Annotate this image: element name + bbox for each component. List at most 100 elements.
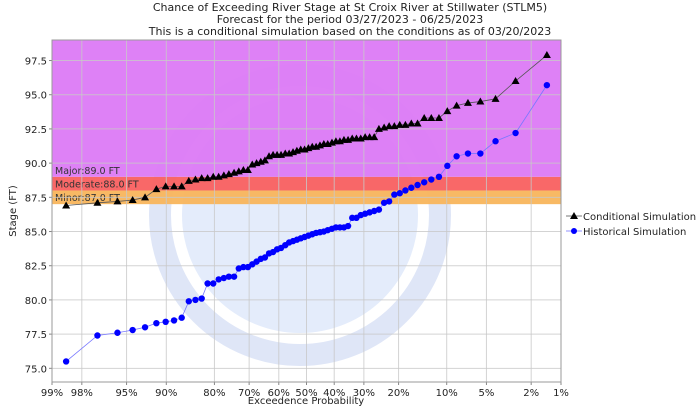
historical-point: [344, 222, 352, 230]
historical-point: [62, 358, 70, 365]
x-tick-label: 10%: [436, 388, 458, 399]
y-tick-label: 97.5: [25, 57, 47, 68]
conditional-point: [413, 119, 422, 127]
historical-point: [543, 81, 551, 89]
conditional-point: [93, 198, 102, 206]
historical-point: [192, 296, 199, 304]
flood-band-label-minor: Minor:87.0 FT: [55, 193, 120, 204]
conditional-point: [170, 182, 179, 190]
x-tick-label: 2%: [523, 388, 539, 399]
y-tick-label: 75.0: [25, 364, 47, 375]
conditional-point: [260, 156, 269, 164]
y-tick-label: 82.5: [25, 262, 47, 273]
conditional-point: [370, 133, 379, 141]
y-tick-label: 95.0: [25, 91, 47, 102]
legend-triangle-icon: [570, 212, 578, 219]
x-tick-label: 90%: [155, 388, 177, 399]
conditional-point: [184, 176, 193, 184]
historical-point: [408, 184, 415, 191]
historical-point: [94, 332, 101, 339]
conditional-point: [407, 119, 416, 127]
historical-point: [170, 317, 178, 324]
historical-point: [141, 324, 149, 331]
conditional-point: [427, 113, 436, 121]
historical-point: [414, 181, 421, 189]
historical-point: [162, 318, 169, 326]
historical-point: [375, 206, 383, 213]
conditional-point: [62, 201, 71, 209]
conditional-point: [243, 165, 252, 173]
conditional-point: [401, 120, 410, 128]
conditional-point: [191, 175, 200, 183]
legend-label: Conditional Simulation: [583, 212, 696, 223]
historical-point: [215, 276, 222, 283]
chart-title-line-2: Forecast for the period 03/27/2023 - 06/…: [217, 13, 484, 26]
conditional-point: [197, 174, 206, 182]
legend: Conditional Simulation Historical Simulat…: [566, 212, 696, 238]
historical-point: [385, 198, 393, 205]
conditional-point: [463, 98, 472, 106]
conditional-point: [395, 120, 404, 128]
conditional-point: [385, 122, 394, 130]
chart-title-line-3: This is a conditional simulation based o…: [148, 25, 552, 38]
x-tick-label: 95%: [115, 388, 137, 399]
conditional-point: [177, 182, 186, 190]
historical-point: [435, 173, 443, 180]
plot-area: Minor:87.0 FT Moderate:88.0 FT Major:89.0 …: [25, 39, 569, 399]
historical-point: [210, 280, 217, 287]
historical-point: [380, 199, 388, 206]
flood-band-label-major: Major:89.0 FT: [55, 166, 120, 177]
chart-title-line-1: Chance of Exceeding River Stage at St Cr…: [153, 1, 547, 14]
x-tick-label: 60%: [268, 388, 290, 399]
y-axis-label: Stage (FT): [8, 185, 19, 237]
x-tick-label: 5%: [479, 388, 495, 399]
x-tick-label: 1%: [553, 388, 569, 399]
historical-point: [178, 314, 185, 321]
historical-point: [391, 191, 398, 198]
historical-point: [185, 298, 193, 305]
historical-point: [396, 190, 403, 197]
conditional-point: [452, 101, 461, 109]
conditional-point: [420, 113, 429, 121]
x-tick-label: 80%: [203, 388, 225, 399]
conditional-point: [209, 172, 218, 180]
legend-circle-icon: [571, 228, 577, 234]
conditional-point: [434, 113, 443, 121]
x-axis-label: Exceedence Probability: [248, 396, 364, 407]
historical-point: [114, 329, 121, 336]
plot-frame: [51, 39, 562, 383]
y-tick-label: 90.0: [25, 159, 47, 170]
conditional-point: [542, 51, 551, 59]
y-tick-label: 77.5: [25, 330, 47, 341]
x-tick-label: 98%: [71, 388, 93, 399]
conditional-point: [476, 97, 485, 105]
historical-point: [464, 150, 472, 157]
historical-point: [428, 176, 435, 183]
x-tick-label: 40%: [323, 388, 345, 399]
historical-point: [512, 129, 519, 137]
historical-point: [129, 326, 136, 334]
historical-point: [492, 138, 499, 145]
y-tick-label: 87.5: [25, 193, 47, 204]
x-tick-label: 50%: [295, 388, 317, 399]
x-tick-label: 70%: [238, 388, 260, 399]
historical-point: [220, 274, 228, 282]
historical-point: [444, 162, 451, 170]
y-tick-label: 92.5: [25, 125, 47, 136]
conditional-point: [511, 77, 520, 85]
historical-point: [420, 179, 428, 186]
x-tick-label: 99%: [41, 388, 63, 399]
historical-point: [453, 153, 460, 160]
conditional-point: [491, 94, 500, 102]
historical-point: [204, 280, 211, 287]
historical-point: [261, 254, 269, 261]
conditional-point: [113, 197, 122, 205]
conditional-point: [161, 182, 170, 190]
historical-point: [225, 273, 233, 280]
x-tick-label: 30%: [353, 388, 375, 399]
y-tick-label: 80.0: [25, 296, 47, 307]
conditional-point: [128, 196, 137, 204]
historical-point: [230, 273, 238, 280]
x-tick-label: 20%: [387, 388, 409, 399]
conditional-point: [141, 193, 150, 201]
